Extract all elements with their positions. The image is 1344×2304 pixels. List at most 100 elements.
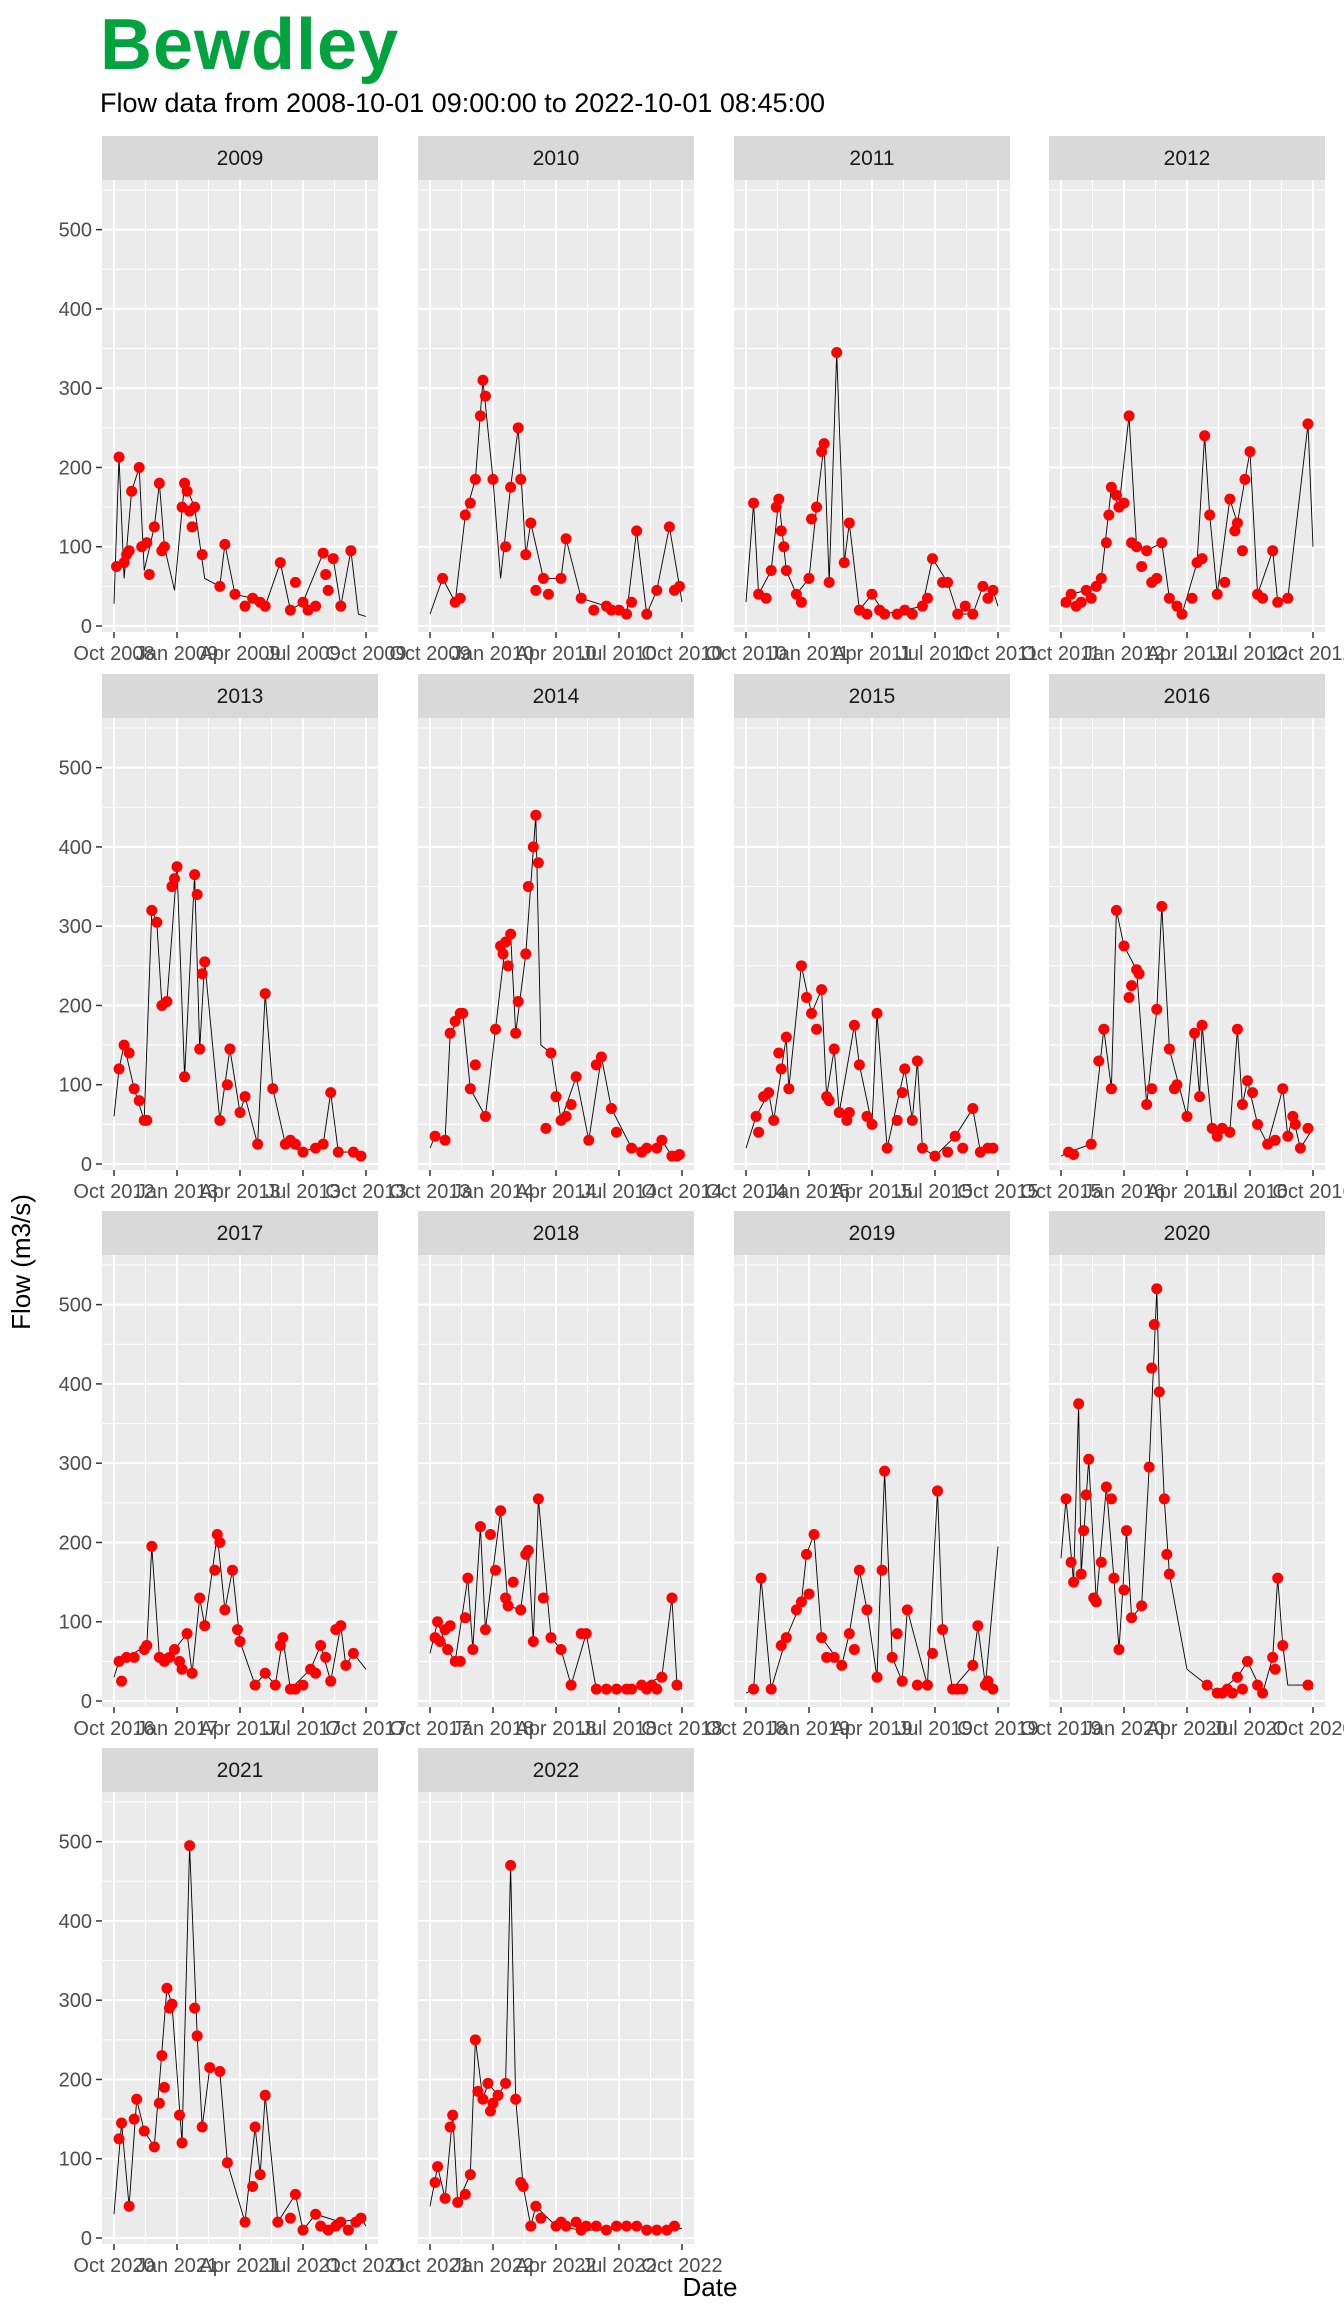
peak-point	[866, 1118, 878, 1130]
peak-point	[550, 1091, 562, 1103]
flow-series-line	[745, 352, 999, 615]
y-tick-label: 100	[59, 1612, 92, 1634]
peak-point	[1158, 1493, 1170, 1505]
x-tick-label: Apr 2022	[515, 2255, 596, 2277]
peak-point	[641, 608, 653, 620]
x-tick-label: Oct 2015	[957, 1181, 1038, 1203]
peak-point	[113, 451, 125, 463]
peak-point	[595, 1051, 607, 1063]
peak-point	[320, 1651, 332, 1663]
peak-point	[166, 1998, 178, 2010]
peak-point	[1153, 1386, 1165, 1398]
peak-point	[1272, 596, 1284, 608]
peak-point	[600, 2224, 612, 2236]
peak-point	[1196, 553, 1208, 565]
peak-point	[977, 580, 989, 592]
peak-point	[472, 2085, 484, 2097]
x-tick-label: Jul 2011	[898, 643, 972, 665]
peak-point	[828, 1043, 840, 1055]
peak-point	[911, 1055, 923, 1067]
peak-point	[610, 1126, 622, 1138]
peak-point	[765, 1683, 777, 1695]
peak-point	[808, 1529, 820, 1541]
peak-point	[254, 2169, 266, 2181]
x-tick-label: Jan 2013	[136, 1181, 218, 1203]
peak-point	[141, 1640, 153, 1652]
x-tick-label: Oct 2009	[389, 643, 470, 665]
peak-point	[540, 1122, 552, 1134]
peak-point	[133, 461, 145, 473]
peak-point	[853, 1564, 865, 1576]
x-tick-label: Oct 2008	[73, 643, 154, 665]
peak-point	[783, 1083, 795, 1095]
peak-point	[580, 2220, 592, 2232]
peak-point	[673, 580, 685, 592]
x-tick-label: Apr 2011	[832, 643, 912, 665]
peak-point	[656, 1134, 668, 1146]
x-tick-label: Jan 2015	[768, 1181, 850, 1203]
peak-point	[1236, 545, 1248, 557]
y-tick-label: 0	[81, 616, 92, 638]
facet-strip-label: 2017	[217, 1222, 264, 1245]
peak-point	[816, 1632, 828, 1644]
peak-point	[588, 604, 600, 616]
facet-strip	[734, 136, 1010, 180]
peak-point	[560, 533, 572, 545]
peak-point	[1231, 1671, 1243, 1683]
peak-point	[1075, 1568, 1087, 1580]
x-tick-label: Jul 2020	[1212, 1718, 1288, 1740]
peak-point	[189, 501, 201, 513]
peak-point	[1282, 592, 1294, 604]
peak-point	[335, 600, 347, 612]
peak-point	[1100, 537, 1112, 549]
peak-point	[1136, 1600, 1148, 1612]
peak-point	[500, 541, 512, 553]
facet-strip-label: 2018	[533, 1222, 580, 1245]
peak-point	[763, 1087, 775, 1099]
peak-point	[310, 1667, 322, 1679]
peak-point	[811, 501, 823, 513]
peak-point	[906, 1114, 918, 1126]
peak-point	[1252, 1118, 1264, 1130]
peak-point	[921, 592, 933, 604]
peak-point	[1060, 1493, 1072, 1505]
x-tick-label: Jul 2018	[581, 1718, 657, 1740]
peak-point	[811, 1023, 823, 1035]
peak-point	[474, 410, 486, 422]
peak-point	[891, 1114, 903, 1126]
peak-point	[750, 1110, 762, 1122]
peak-point	[833, 1106, 845, 1118]
peak-point	[773, 493, 785, 505]
peak-point	[247, 2180, 259, 2192]
peak-point	[836, 1659, 848, 1671]
peak-point	[1103, 509, 1115, 521]
peak-point	[1302, 1679, 1314, 1691]
peak-point	[143, 568, 155, 580]
y-tick-label: 0	[81, 2228, 92, 2250]
peak-point	[452, 2196, 464, 2208]
peak-point	[126, 485, 138, 497]
peak-point	[780, 565, 792, 577]
peak-point	[671, 1679, 683, 1691]
peak-point	[982, 1675, 994, 1687]
peak-point	[765, 565, 777, 577]
peak-point	[942, 576, 954, 588]
peak-point	[1163, 592, 1175, 604]
peak-point	[327, 553, 339, 565]
peak-point	[921, 1679, 933, 1691]
peak-point	[310, 600, 322, 612]
peak-point	[355, 2212, 367, 2224]
peak-point	[515, 1604, 527, 1616]
peak-point	[505, 1859, 517, 1871]
x-tick-label: Oct 2018	[705, 1718, 786, 1740]
facet-strip	[1049, 1211, 1325, 1255]
peak-point	[823, 1095, 835, 1107]
peak-point	[477, 2093, 489, 2105]
peak-point	[226, 1564, 238, 1576]
peak-point	[831, 347, 843, 359]
peak-point	[184, 1840, 196, 1852]
facet-strip-label: 2014	[533, 685, 580, 708]
